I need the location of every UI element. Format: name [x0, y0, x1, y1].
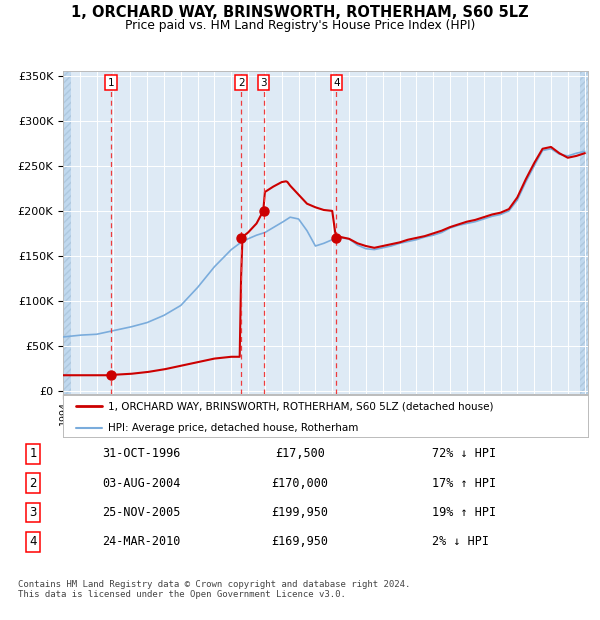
Text: HPI: Average price, detached house, Rotherham: HPI: Average price, detached house, Roth… — [107, 423, 358, 433]
Text: 19% ↑ HPI: 19% ↑ HPI — [432, 506, 496, 519]
Text: 24-MAR-2010: 24-MAR-2010 — [102, 535, 181, 548]
Text: 1, ORCHARD WAY, BRINSWORTH, ROTHERHAM, S60 5LZ (detached house): 1, ORCHARD WAY, BRINSWORTH, ROTHERHAM, S… — [107, 402, 493, 412]
Text: 3: 3 — [260, 78, 267, 87]
Text: £17,500: £17,500 — [275, 448, 325, 461]
Text: Contains HM Land Registry data © Crown copyright and database right 2024.
This d: Contains HM Land Registry data © Crown c… — [18, 580, 410, 599]
Text: 3: 3 — [29, 506, 37, 519]
Text: 31-OCT-1996: 31-OCT-1996 — [102, 448, 181, 461]
Bar — [580, 71, 588, 394]
Text: £199,950: £199,950 — [271, 506, 329, 519]
Text: 03-AUG-2004: 03-AUG-2004 — [102, 477, 181, 490]
Text: 1: 1 — [29, 448, 37, 461]
Text: £170,000: £170,000 — [271, 477, 329, 490]
Text: 4: 4 — [29, 535, 37, 548]
Text: 17% ↑ HPI: 17% ↑ HPI — [432, 477, 496, 490]
Text: 25-NOV-2005: 25-NOV-2005 — [102, 506, 181, 519]
Bar — [63, 71, 71, 394]
Text: 1, ORCHARD WAY, BRINSWORTH, ROTHERHAM, S60 5LZ: 1, ORCHARD WAY, BRINSWORTH, ROTHERHAM, S… — [71, 5, 529, 20]
Text: Price paid vs. HM Land Registry's House Price Index (HPI): Price paid vs. HM Land Registry's House … — [125, 19, 475, 32]
Text: £169,950: £169,950 — [271, 535, 329, 548]
Text: 2: 2 — [238, 78, 244, 87]
Text: 2% ↓ HPI: 2% ↓ HPI — [432, 535, 489, 548]
Text: 72% ↓ HPI: 72% ↓ HPI — [432, 448, 496, 461]
Text: 2: 2 — [29, 477, 37, 490]
Text: 1: 1 — [107, 78, 114, 87]
Text: 4: 4 — [333, 78, 340, 87]
